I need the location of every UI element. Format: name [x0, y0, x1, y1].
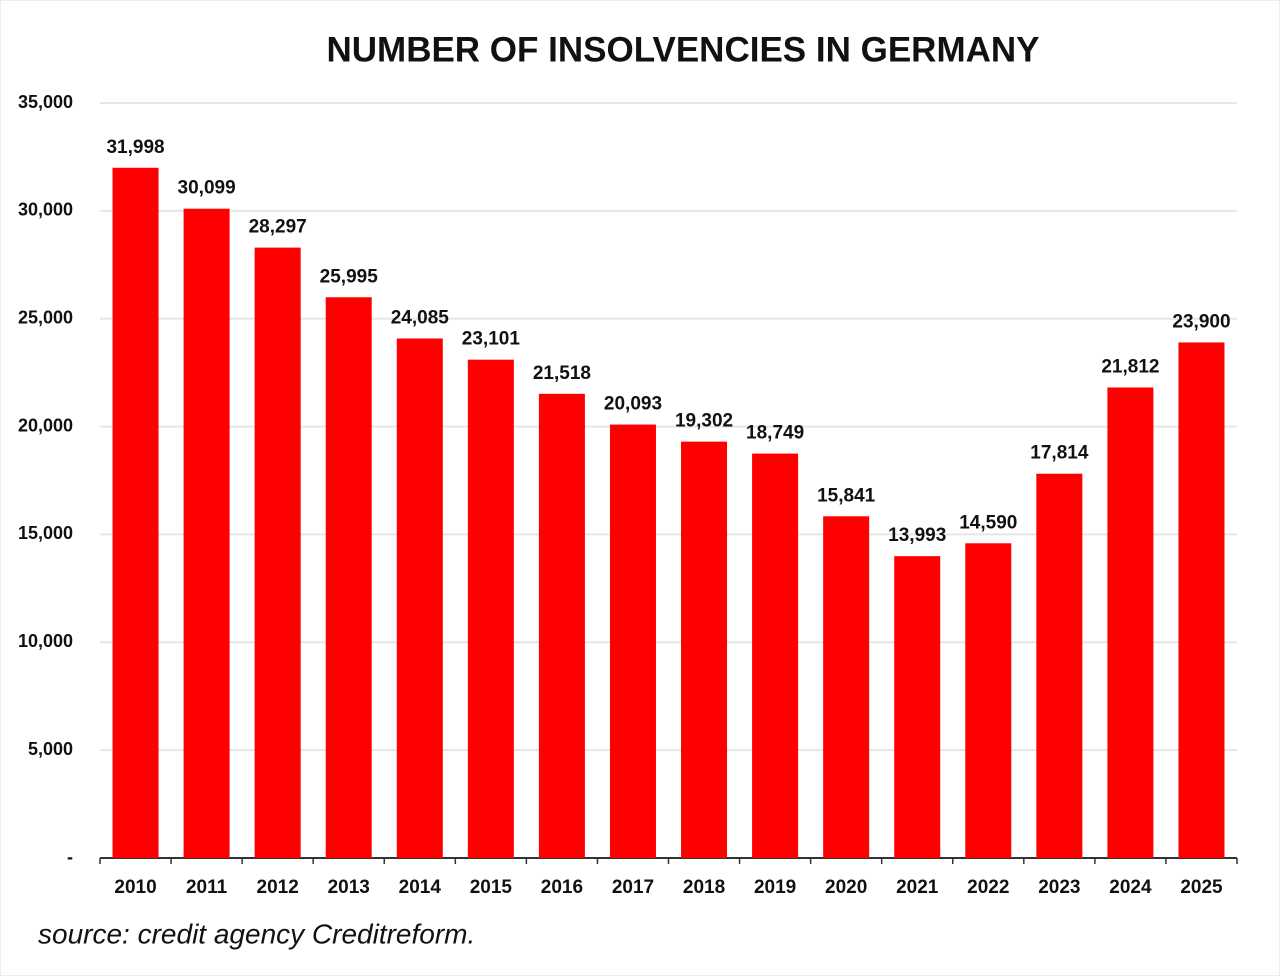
x-tick-label: 2023 [1038, 877, 1080, 898]
value-label: 19,302 [675, 411, 733, 432]
bar [609, 424, 656, 858]
bar [112, 167, 159, 858]
bar [894, 556, 941, 858]
value-label: 17,814 [1030, 443, 1089, 464]
bar [823, 516, 870, 858]
x-tick-label: 2015 [470, 877, 513, 898]
x-tick-label: 2021 [896, 877, 939, 898]
value-label: 25,995 [320, 266, 379, 287]
x-tick-label: 2017 [612, 877, 654, 898]
bar [538, 393, 585, 858]
x-tick-label: 2024 [1109, 877, 1152, 898]
y-tick-label: 10,000 [18, 631, 73, 651]
value-label: 23,101 [462, 329, 521, 350]
x-tick-label: 2012 [257, 877, 299, 898]
value-label: 28,297 [249, 217, 307, 238]
x-tick-label: 2019 [754, 877, 796, 898]
y-tick-label: 20,000 [18, 415, 73, 435]
x-tick-label: 2010 [114, 877, 156, 898]
bar [254, 247, 301, 859]
y-tick-label: 30,000 [18, 200, 73, 220]
bar [681, 441, 728, 858]
bar [467, 359, 514, 858]
chart-title: NUMBER OF INSOLVENCIES IN GERMANY [326, 30, 1039, 69]
y-tick-label: - [67, 847, 73, 867]
y-tick-label: 15,000 [18, 523, 73, 543]
y-tick-label: 5,000 [28, 739, 73, 759]
x-tick-label: 2018 [683, 877, 725, 898]
value-label: 21,518 [533, 363, 591, 384]
bar [965, 543, 1012, 858]
value-label: 21,812 [1101, 356, 1159, 377]
value-label: 15,841 [817, 485, 876, 506]
y-tick-label: 25,000 [18, 307, 73, 327]
x-tick-label: 2016 [541, 877, 583, 898]
value-label: 24,085 [391, 307, 450, 328]
bar [183, 208, 230, 859]
value-label: 13,993 [888, 525, 946, 546]
y-tick-label: 35,000 [18, 92, 73, 112]
x-tick-label: 2025 [1180, 877, 1223, 898]
bar [1036, 473, 1083, 858]
bar [1107, 387, 1154, 858]
value-label: 23,900 [1172, 311, 1230, 332]
value-label: 18,749 [746, 423, 804, 444]
source-note: source: credit agency Creditreform. [38, 918, 475, 949]
bar [752, 453, 799, 858]
value-label: 14,590 [959, 512, 1017, 533]
x-tick-label: 2020 [825, 877, 867, 898]
x-tick-label: 2014 [399, 877, 442, 898]
value-label: 20,093 [604, 394, 662, 415]
value-label: 30,099 [178, 178, 236, 199]
x-tick-label: 2022 [967, 877, 1009, 898]
x-tick-label: 2013 [328, 877, 370, 898]
bar [396, 338, 443, 858]
x-tick-label: 2011 [186, 877, 228, 898]
bar [325, 297, 372, 858]
bar [1178, 342, 1225, 858]
value-label: 31,998 [106, 137, 164, 158]
